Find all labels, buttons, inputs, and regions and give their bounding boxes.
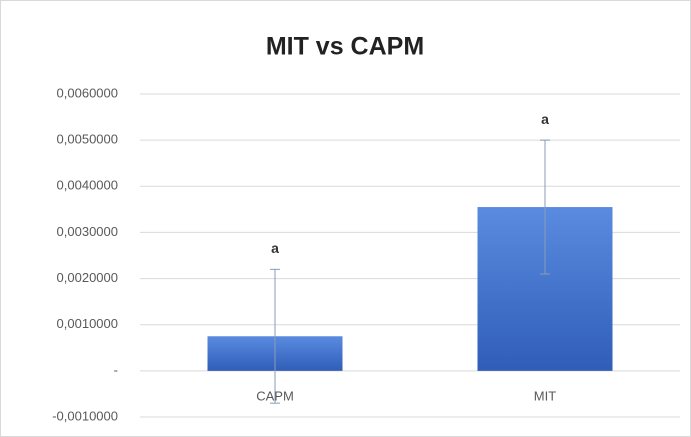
y-tick-label: 0,0010000 [57,316,118,331]
y-tick-label: 0,0020000 [57,270,118,285]
y-tick-label: - [114,362,118,377]
x-tick-label: CAPM [256,388,294,403]
chart-title: MIT vs CAPM [266,33,424,61]
y-tick-label: 0,0040000 [57,178,118,193]
annotation: a [271,240,279,256]
y-tick-label: -0,0010000 [52,408,118,423]
y-tick-label: 0,0030000 [57,224,118,239]
x-tick-label: MIT [534,388,556,403]
annotation: a [541,111,549,127]
y-tick-label: 0,0050000 [57,132,118,147]
y-tick-label: 0,0060000 [57,85,118,100]
